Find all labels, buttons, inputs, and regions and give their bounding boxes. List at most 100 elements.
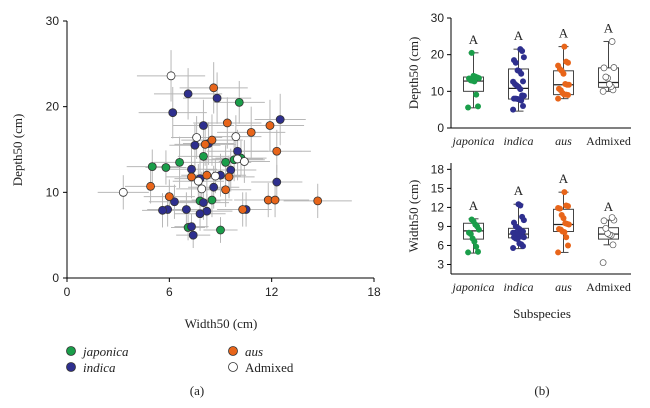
depth-y-tick-label: 0 bbox=[437, 121, 444, 135]
width-y-tick-label: 12 bbox=[431, 200, 445, 214]
depth-significance-letter: A bbox=[604, 20, 614, 35]
data-point-japonica bbox=[221, 157, 231, 167]
panel-a-label: (a) bbox=[190, 383, 204, 398]
data-point-japonica bbox=[175, 157, 184, 167]
legend-marker-aus bbox=[228, 346, 238, 356]
depth-point-admixed bbox=[599, 87, 607, 95]
depth-box-y-axis-label: Depth50 (cm) bbox=[406, 37, 421, 110]
scatter-points bbox=[118, 71, 323, 240]
depth-point-japonica bbox=[466, 75, 472, 82]
depth-category-label: aus bbox=[555, 134, 572, 148]
scatter-x-tick-label: 6 bbox=[166, 285, 173, 299]
depth-point-aus bbox=[562, 81, 569, 87]
width-category-label: aus bbox=[555, 280, 572, 294]
width-point-aus bbox=[563, 202, 570, 209]
width-box-y-axis-label: Width50 (cm) bbox=[406, 180, 421, 253]
data-point-aus bbox=[209, 83, 219, 93]
data-point-indica bbox=[187, 164, 196, 174]
depth-point-japonica bbox=[475, 103, 481, 110]
width-point-indica bbox=[511, 219, 517, 226]
depth-point-aus bbox=[556, 85, 562, 92]
data-point-indica bbox=[233, 146, 242, 156]
depth-point-aus bbox=[561, 43, 568, 50]
data-point-indica bbox=[195, 209, 205, 219]
data-point-aus bbox=[187, 172, 196, 182]
depth-point-indica bbox=[520, 54, 527, 61]
scatter-x-tick-label: 18 bbox=[367, 285, 381, 299]
width-point-indica bbox=[510, 229, 517, 236]
width-y-tick-label: 15 bbox=[431, 181, 445, 195]
data-point-indica bbox=[272, 177, 282, 187]
data-point-indica bbox=[209, 182, 219, 192]
scatter-ticks: 0 6 12 18 0 10 20 30 bbox=[46, 14, 381, 299]
width-category-label: Admixed bbox=[586, 280, 631, 294]
legend-label-admixed: Admixed bbox=[245, 360, 294, 375]
data-point-admixed bbox=[239, 157, 249, 166]
data-point-aus bbox=[207, 135, 217, 145]
depth-point-aus bbox=[555, 95, 562, 102]
depth-significance-letter: A bbox=[559, 26, 569, 41]
data-point-japonica bbox=[207, 195, 217, 205]
data-point-japonica bbox=[199, 151, 208, 161]
data-point-admixed bbox=[118, 187, 128, 197]
legend-label-japonica: japonica bbox=[81, 344, 129, 359]
width-point-aus bbox=[556, 225, 562, 232]
width-point-japonica bbox=[473, 243, 480, 250]
data-point-aus bbox=[270, 195, 280, 205]
depth-point-indica bbox=[514, 67, 521, 74]
scatter-error-bars bbox=[97, 50, 352, 249]
width-point-admixed bbox=[599, 259, 607, 266]
data-point-admixed bbox=[192, 133, 202, 142]
width-significance-letter: A bbox=[559, 171, 569, 186]
legend: japonica indica aus Admixed bbox=[66, 344, 294, 375]
width-point-aus bbox=[563, 234, 570, 241]
depth-point-indica bbox=[520, 78, 526, 85]
width-significance-letter: A bbox=[604, 199, 614, 214]
data-point-aus bbox=[265, 121, 275, 130]
data-point-admixed bbox=[231, 132, 241, 142]
legend-marker-admixed bbox=[228, 362, 238, 372]
data-point-admixed bbox=[210, 171, 220, 181]
depth-y-tick-label: 20 bbox=[431, 48, 445, 62]
data-point-aus bbox=[224, 172, 234, 182]
data-point-indica bbox=[188, 230, 198, 240]
data-point-indica bbox=[199, 198, 208, 208]
data-point-indica bbox=[158, 205, 167, 215]
data-point-aus bbox=[200, 139, 210, 149]
depth-category-label: indica bbox=[504, 134, 534, 148]
width-point-aus bbox=[562, 220, 569, 227]
scatter-y-tick-label: 0 bbox=[52, 271, 59, 285]
scatter-y-tick-label: 30 bbox=[46, 14, 60, 28]
width-point-admixed bbox=[608, 214, 616, 221]
data-point-japonica bbox=[216, 225, 225, 235]
depth-point-indica bbox=[510, 78, 517, 85]
width-point-aus bbox=[561, 189, 568, 196]
depth-category-label: japonica bbox=[451, 134, 495, 148]
data-point-admixed bbox=[197, 184, 207, 194]
width-point-indica bbox=[510, 244, 517, 251]
data-point-admixed bbox=[193, 176, 203, 186]
data-point-aus bbox=[164, 192, 174, 202]
depth-point-japonica bbox=[468, 49, 475, 56]
width-point-japonica bbox=[465, 249, 472, 256]
data-point-indica bbox=[275, 115, 285, 124]
depth-point-admixed bbox=[610, 64, 618, 71]
width-y-tick-label: 18 bbox=[431, 162, 445, 176]
data-point-indica bbox=[181, 205, 191, 214]
data-point-japonica bbox=[234, 97, 244, 107]
width-point-admixed bbox=[600, 217, 608, 225]
legend-marker-indica bbox=[66, 362, 76, 372]
width-point-japonica bbox=[466, 229, 472, 236]
depth-significance-letter: A bbox=[514, 28, 524, 43]
width-point-aus bbox=[555, 205, 562, 212]
width-point-admixed bbox=[602, 224, 610, 232]
depth-point-admixed bbox=[608, 38, 616, 45]
depth-point-aus bbox=[555, 62, 562, 69]
scatter-x-tick-label: 0 bbox=[64, 285, 71, 299]
data-point-aus bbox=[238, 205, 248, 214]
